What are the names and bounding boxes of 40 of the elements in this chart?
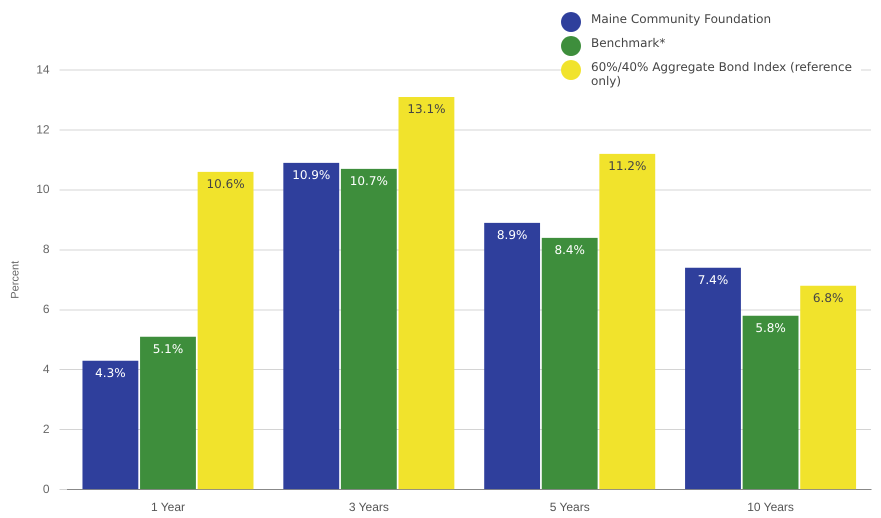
x-tick-label: 5 Years [550,500,590,514]
data-label: 10.9% [292,168,330,182]
legend-label: Benchmark* [591,36,666,50]
bar [542,238,598,490]
bar [800,286,856,490]
bar [742,316,798,490]
bar [198,172,254,490]
y-tick-label: 4 [42,362,50,376]
bar [140,336,196,490]
data-label: 7.4% [698,272,728,287]
data-label: 4.3% [95,366,126,380]
data-label: 10.6% [206,177,245,192]
x-tick-label: 3 Years [348,500,389,514]
data-label: 13.1% [407,102,446,116]
data-label: 5.1% [152,342,184,356]
y-tick-label: 2 [42,422,50,436]
data-label: 5.8% [755,320,786,335]
bar [340,168,397,490]
y-tick-label: 12 [36,122,50,136]
data-label: 10.7% [350,174,388,188]
data-label: 8.9% [496,228,528,242]
y-tick-label: 0 [42,482,50,496]
bar [685,268,741,490]
bar [82,360,138,490]
y-tick-label: 14 [36,62,50,76]
data-label: 11.2% [608,159,646,174]
bar [283,162,340,490]
legend-label: 60%/40% Aggregate Bond Index (reference only) [591,60,854,88]
bar [599,154,656,490]
y-tick-label: 8 [42,242,50,256]
y-tick-label: 10 [36,182,50,196]
bar [484,222,540,490]
data-label: 8.4% [554,242,585,257]
bar [398,96,454,490]
y-axis-title: Percent [10,260,22,299]
x-tick-label: 1 Year [150,500,186,514]
data-label: 6.8% [812,290,844,305]
legend-label: Maine Community Foundation [591,12,772,26]
x-tick-label: 10 Years [747,500,794,514]
y-tick-label: 6 [42,302,50,316]
